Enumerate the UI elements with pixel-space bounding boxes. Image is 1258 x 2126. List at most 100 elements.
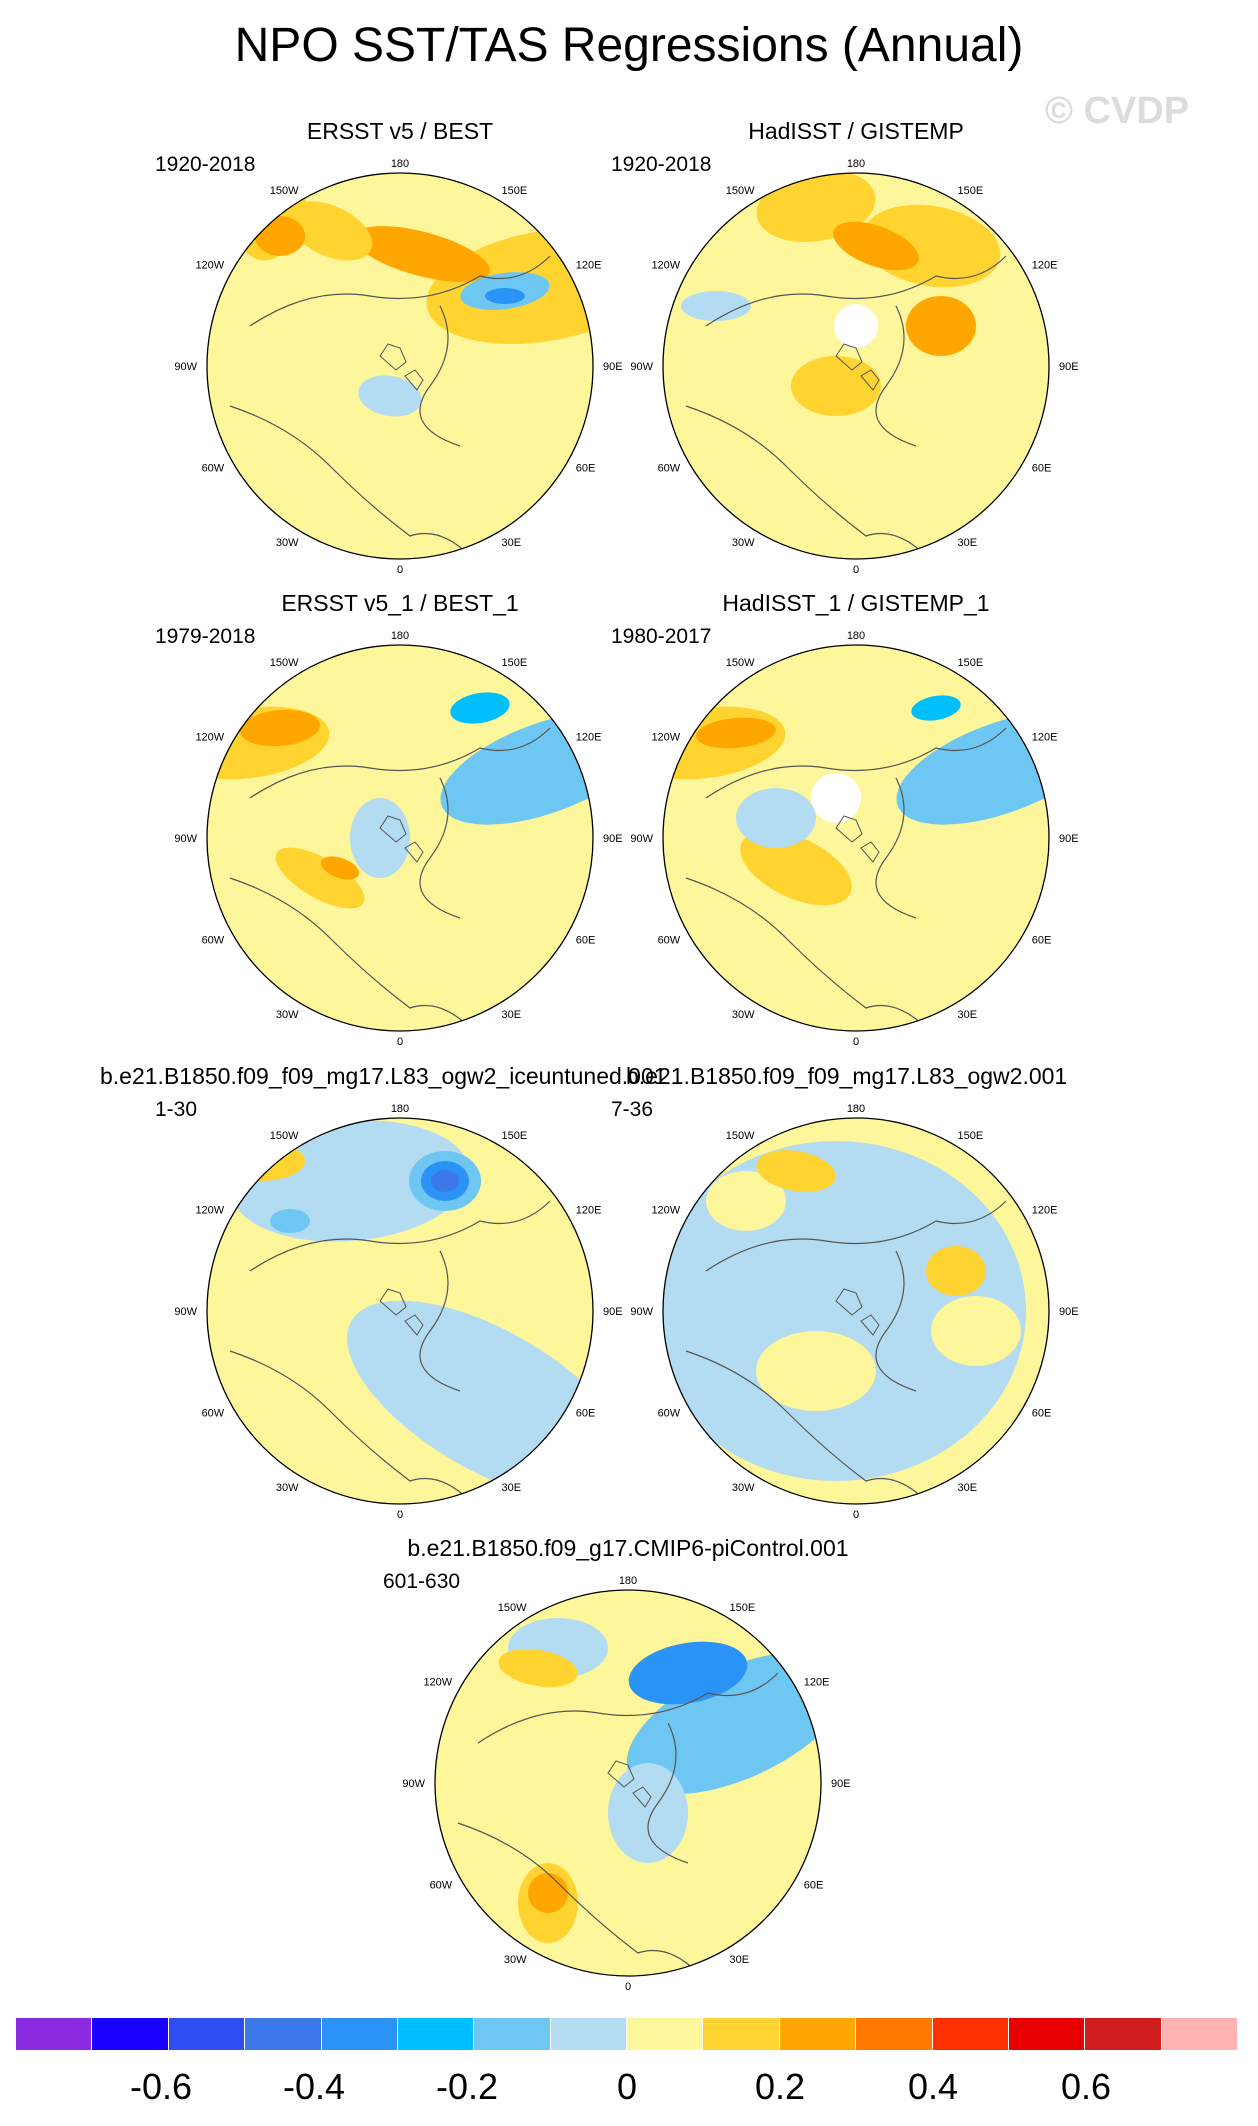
polar-map: 180 150E 120E 90E 60E 30E 0 30W 60W 90W 120W 150W <box>174 158 623 576</box>
longitude-label: 120W <box>651 260 680 272</box>
longitude-label: 150E <box>730 1602 756 1614</box>
anomaly-region <box>485 288 525 304</box>
longitude-label: 0 <box>397 564 403 576</box>
longitude-label: 90W <box>174 1306 197 1318</box>
arctic-islands <box>835 815 880 863</box>
cvdp-watermark: © CVDP <box>1045 90 1190 132</box>
panel-years: 1-30 <box>155 1098 198 1121</box>
longitude-label: 90W <box>402 1778 425 1790</box>
coastline <box>229 1200 551 1502</box>
anomaly-region <box>736 788 816 848</box>
anomaly-region <box>354 226 490 282</box>
anomaly-region <box>275 847 365 909</box>
longitude-label: 120W <box>195 260 224 272</box>
panel-title: b.e21.B1850.f09_f09_mg17.L83_ogw2_iceunt… <box>100 1063 667 1089</box>
longitude-label: 60W <box>658 1408 681 1420</box>
map-boundary <box>662 1117 1050 1505</box>
longitude-label: 90W <box>630 1306 653 1318</box>
longitude-label: 30E <box>730 1954 750 1966</box>
longitude-label: 150E <box>958 1130 984 1142</box>
anomaly-region <box>811 773 861 823</box>
coastline <box>229 727 551 1029</box>
longitude-label: 90W <box>174 361 197 373</box>
longitude-label: 180 <box>847 1103 865 1115</box>
longitude-label: 0 <box>397 1509 403 1521</box>
colorbar-swatch <box>1085 2018 1162 2050</box>
panel-years: 1980-2017 <box>611 625 712 648</box>
colorbar-label: -0.2 <box>435 2066 499 2107</box>
anomaly-region <box>834 304 878 348</box>
anomaly-region <box>608 1763 688 1863</box>
coastline <box>685 255 1007 557</box>
map-boundary <box>206 1117 594 1505</box>
longitude-label: 150E <box>502 1130 528 1142</box>
anomaly-region <box>498 1648 578 1688</box>
map-boundary <box>206 172 594 560</box>
arctic-islands <box>607 1760 652 1808</box>
anomaly-region <box>681 291 751 321</box>
anomaly-region <box>833 221 919 271</box>
anomaly-region <box>287 201 373 261</box>
longitude-label: 90E <box>603 1306 623 1318</box>
longitude-label: 180 <box>391 1103 409 1115</box>
map-panel-5: b.e21.B1850.f09_f09_mg17.L83_ogw2_iceunt… <box>100 1063 667 1533</box>
colorbar-swatch <box>474 2018 551 2050</box>
colorbar-swatch <box>397 2018 475 2050</box>
longitude-label: 30E <box>958 537 978 549</box>
map-panel-2: HadISST / GISTEMP 1920-2018 180 150E 120E 9… <box>606 118 1106 588</box>
longitude-label: 60W <box>202 935 225 947</box>
arctic-islands <box>379 815 424 863</box>
panel-years: 1979-2018 <box>155 625 256 648</box>
coastline <box>685 1200 1007 1502</box>
regression-field <box>207 1118 593 1504</box>
polar-map: 180 150E 120E 90E 60E 30E 0 30W 60W 90W 120W 150W <box>402 1575 850 1993</box>
longitude-label: 30E <box>958 1482 978 1494</box>
longitude-label: 150W <box>726 185 755 197</box>
anomaly-region <box>906 296 976 356</box>
longitude-label: 30E <box>502 537 522 549</box>
longitude-label: 150E <box>502 657 528 669</box>
anomaly-region <box>706 1171 786 1231</box>
panel-years: 601-630 <box>383 1570 461 1593</box>
longitude-label: 150W <box>270 185 299 197</box>
longitude-label: 120W <box>651 1205 680 1217</box>
regression-field <box>663 645 1049 1031</box>
panel-title: b.e21.B1850.f09_f09_mg17.L83_ogw2.001 <box>626 1063 1068 1089</box>
regression-field <box>207 645 593 1031</box>
coastline <box>457 1672 779 1974</box>
arctic-islands <box>835 343 880 391</box>
longitude-label: 60E <box>1032 1408 1052 1420</box>
anomaly-region <box>756 1331 876 1411</box>
longitude-label: 90E <box>1059 1306 1079 1318</box>
longitude-label: 30E <box>502 1009 522 1021</box>
panel-years: 7-36 <box>611 1098 654 1121</box>
longitude-label: 60E <box>576 463 596 475</box>
polar-map: 180 150E 120E 90E 60E 30E 0 30W 60W 90W 120W 150W <box>630 158 1078 576</box>
panel-years: 1920-2018 <box>155 153 256 176</box>
colorbar-label: 0.2 <box>754 2066 806 2107</box>
colorbar-swatch <box>321 2018 398 2050</box>
longitude-label: 60E <box>576 1408 596 1420</box>
longitude-label: 90E <box>603 361 623 373</box>
anomaly-region <box>431 1170 459 1192</box>
coastline <box>685 727 1007 1029</box>
longitude-label: 150W <box>726 1130 755 1142</box>
anomaly-region <box>626 1651 821 1795</box>
regression-field <box>663 173 1049 559</box>
panel-title: ERSST v5_1 / BEST_1 <box>281 590 519 616</box>
polar-map: 180 150E 120E 90E 60E 30E 0 30W 60W 90W 120W 150W <box>174 630 622 1048</box>
colorbar-label: 0.6 <box>1060 2066 1112 2107</box>
longitude-label: 120E <box>1032 1205 1058 1217</box>
longitude-label: 150W <box>498 1602 527 1614</box>
longitude-label: 30W <box>276 1482 299 1494</box>
anomaly-region <box>270 1209 310 1233</box>
anomaly-region <box>215 1141 305 1181</box>
longitude-label: 150W <box>270 657 299 669</box>
longitude-label: 90W <box>630 361 653 373</box>
map-boundary <box>662 172 1050 560</box>
colorbar-swatch <box>168 2018 246 2050</box>
figure-title: NPO SST/TAS Regressions (Annual) <box>234 19 1024 72</box>
longitude-label: 150E <box>958 657 984 669</box>
anomaly-region <box>628 1641 748 1705</box>
